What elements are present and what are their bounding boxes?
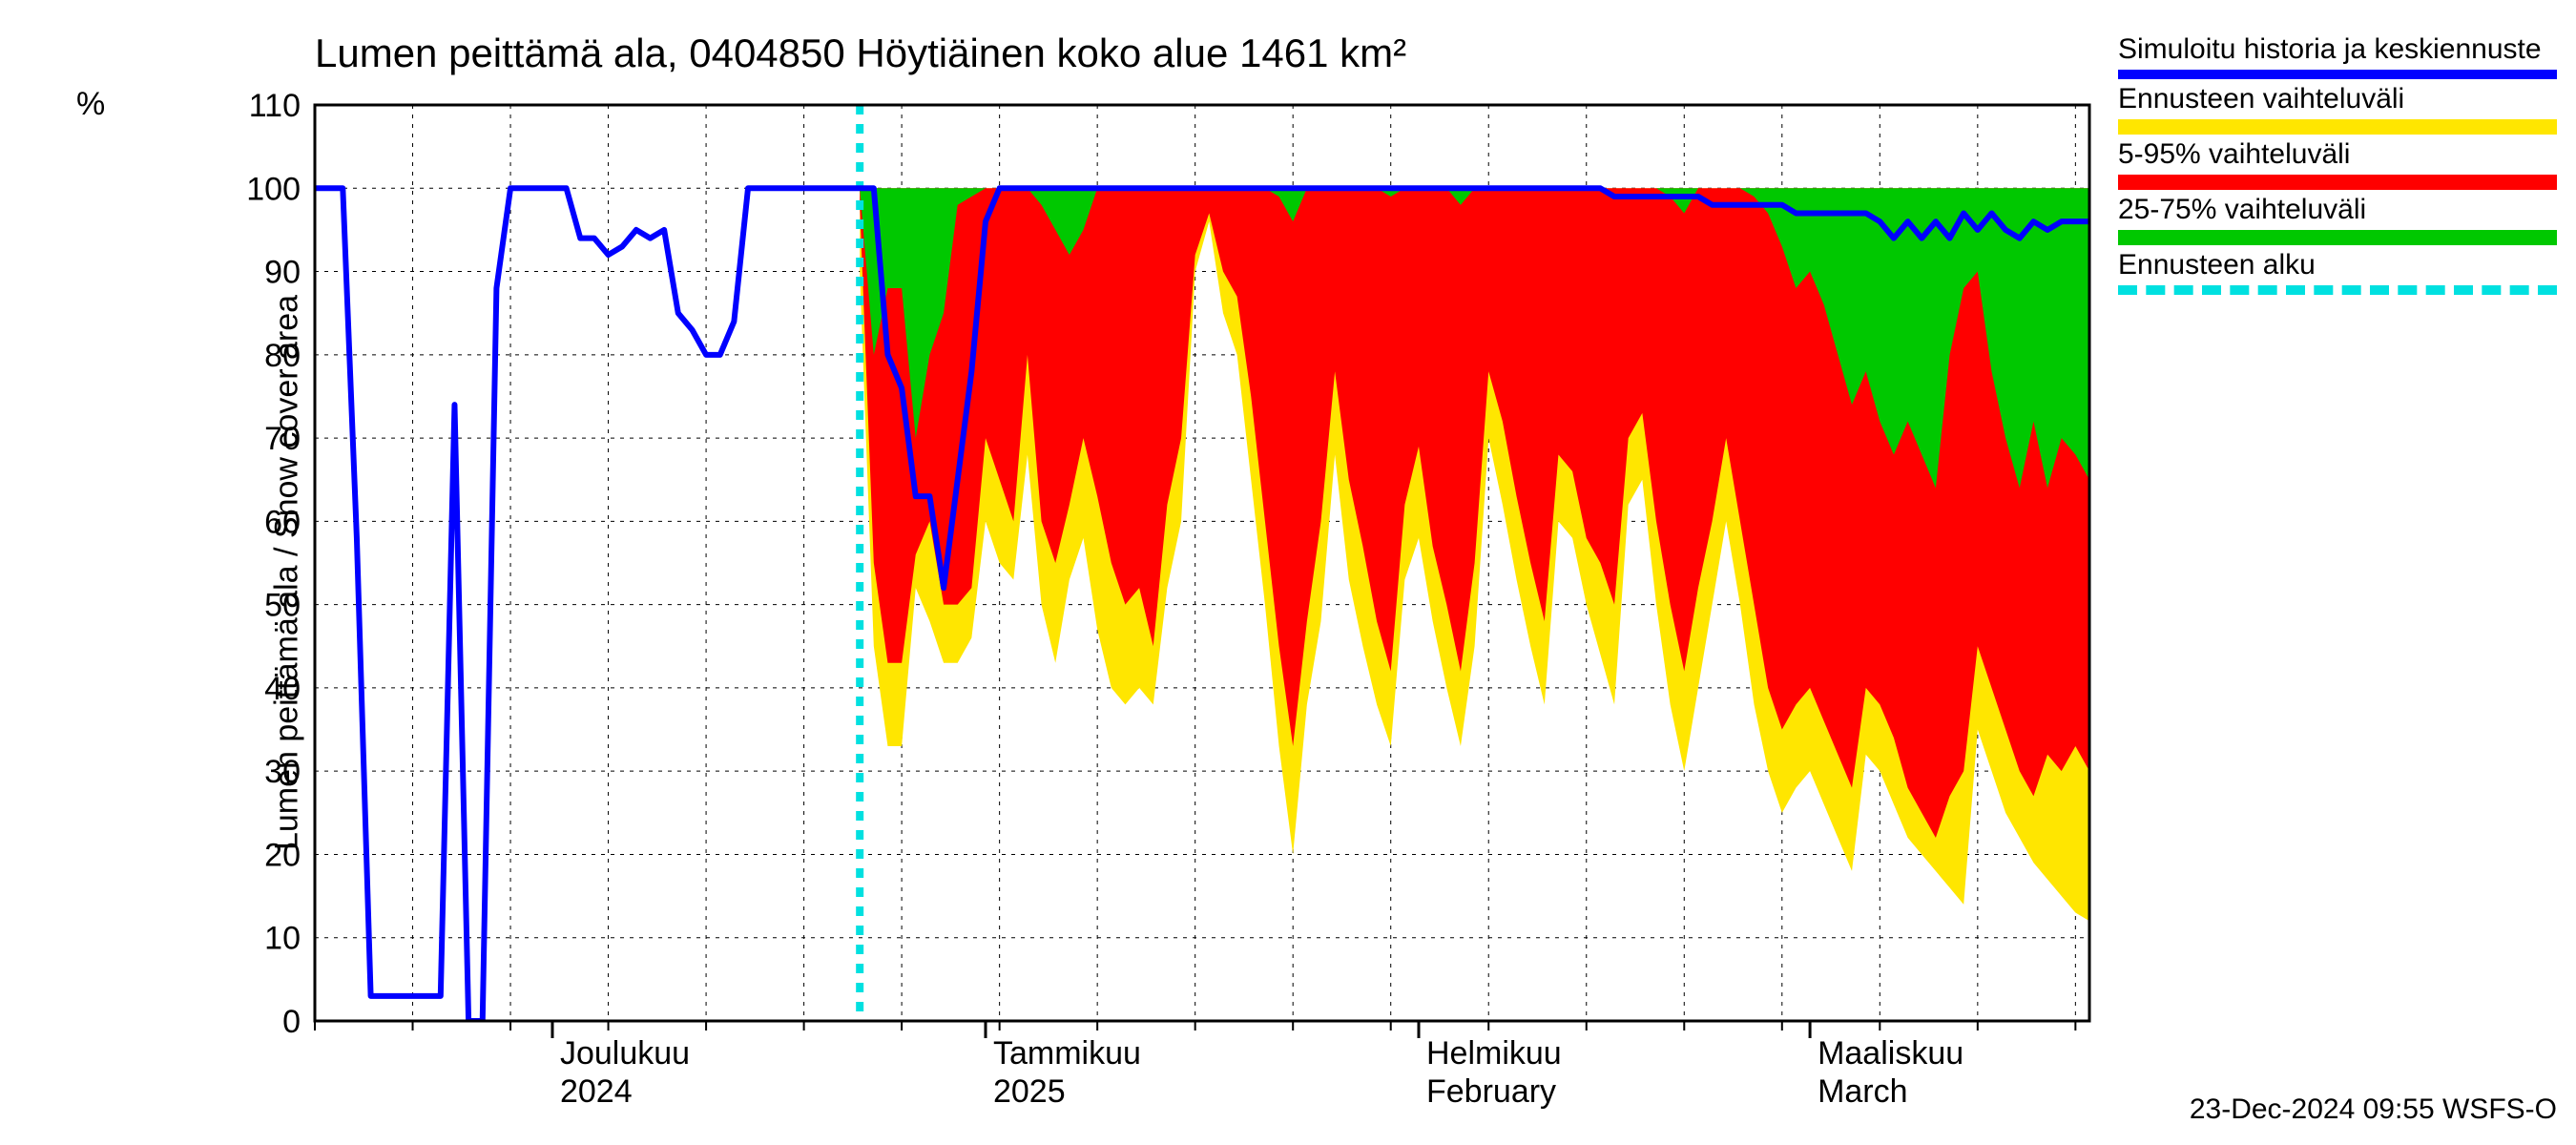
legend-label: 25-75% vaihteluväli: [2118, 194, 2557, 226]
legend-label: Simuloitu historia ja keskiennuste: [2118, 33, 2557, 66]
legend-label: Ennusteen alku: [2118, 249, 2557, 281]
y-axis-unit: %: [76, 86, 105, 123]
svg-text:Maaliskuu: Maaliskuu: [1818, 1035, 1963, 1072]
y-axis-label: Lumen peittämä ala / Snow cover area: [269, 295, 306, 850]
legend-item: 5-95% vaihteluväli: [2118, 138, 2557, 190]
svg-text:10: 10: [264, 921, 301, 957]
svg-text:February: February: [1426, 1073, 1556, 1110]
svg-text:110: 110: [249, 88, 301, 124]
legend-swatch: [2118, 175, 2557, 190]
legend-item: Ennusteen vaihteluväli: [2118, 83, 2557, 135]
svg-text:March: March: [1818, 1073, 1907, 1110]
legend: Simuloitu historia ja keskiennuste Ennust…: [2118, 33, 2557, 299]
legend-swatch: [2118, 119, 2557, 135]
legend-item: Simuloitu historia ja keskiennuste: [2118, 33, 2557, 79]
legend-swatch: [2118, 285, 2557, 295]
svg-text:90: 90: [264, 255, 301, 291]
svg-text:100: 100: [246, 171, 301, 207]
svg-text:2025: 2025: [993, 1073, 1066, 1110]
legend-label: 5-95% vaihteluväli: [2118, 138, 2557, 171]
legend-item: 25-75% vaihteluväli: [2118, 194, 2557, 245]
snow-cover-chart: Lumen peittämä ala / Snow cover area % L…: [0, 0, 2576, 1145]
legend-label: Ennusteen vaihteluväli: [2118, 83, 2557, 115]
legend-item: Ennusteen alku: [2118, 249, 2557, 295]
svg-text:Tammikuu: Tammikuu: [993, 1035, 1141, 1072]
legend-swatch: [2118, 70, 2557, 79]
svg-text:2024: 2024: [560, 1073, 633, 1110]
legend-swatch: [2118, 230, 2557, 245]
footer-timestamp: 23-Dec-2024 09:55 WSFS-O: [2190, 1093, 2557, 1126]
svg-text:0: 0: [282, 1004, 301, 1040]
svg-text:Joulukuu: Joulukuu: [560, 1035, 690, 1072]
svg-text:Lumen peittämä ala, 0404850 Hö: Lumen peittämä ala, 0404850 Höytiäinen k…: [315, 31, 1406, 75]
svg-text:Helmikuu: Helmikuu: [1426, 1035, 1562, 1072]
